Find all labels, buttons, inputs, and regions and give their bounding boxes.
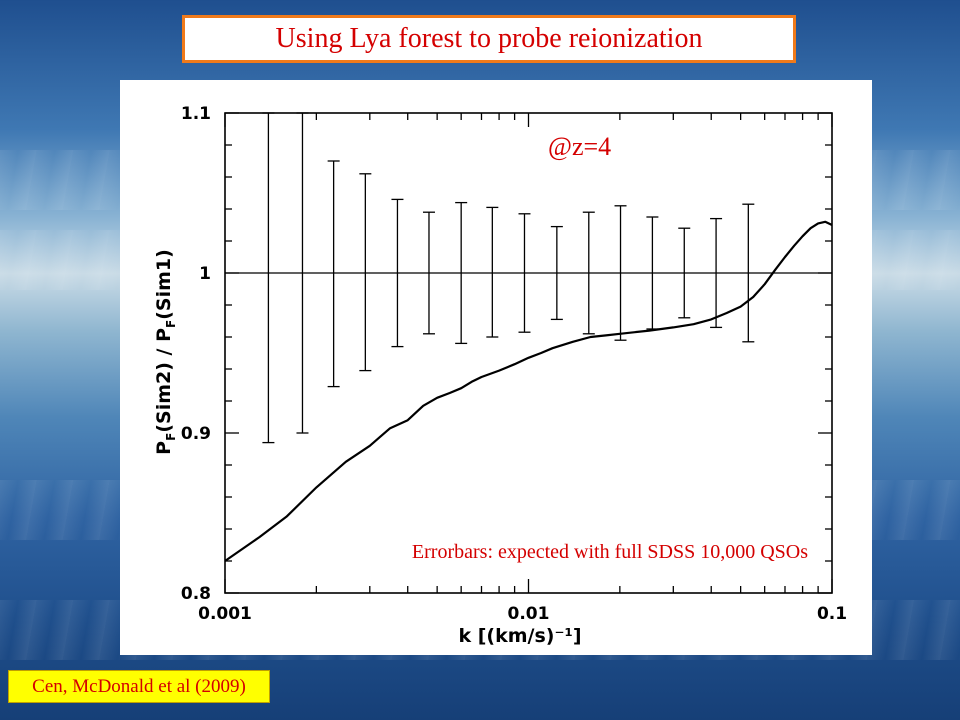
flux-power-ratio-chart: 0.001 0.01 0.1 0.8 0.9 1 1.1 k [(km/s)⁻¹] PF(S… [153,104,847,647]
citation-box: Cen, McDonald et al (2009) [8,670,270,703]
slide-title-box: Using Lya forest to probe reionization [182,15,796,63]
redshift-annotation: @z=4 [548,132,611,161]
errorbar [486,206,499,338]
errorbar [518,213,531,333]
x-tick-label: 0.001 [198,604,252,624]
ratio-series-line [224,220,833,562]
errorbar [455,201,468,345]
slide-title: Using Lya forest to probe reionization [275,23,703,54]
errorbar [327,160,340,388]
errorbar [742,203,755,343]
citation: Cen, McDonald et al (2009) [32,675,246,697]
errorbar [710,217,723,329]
errorbar [422,211,435,335]
y-tick-label: 0.9 [181,424,211,444]
errorbar [262,112,275,444]
y-axis-label: PF(Sim2) / PF(Sim1) [153,249,178,455]
y-tick-label: 1 [199,264,211,284]
x-tick-label: 0.01 [508,604,550,624]
chart-panel: 0.001 0.01 0.1 0.8 0.9 1 1.1 k [(km/s)⁻¹] PF(S… [120,80,872,655]
errorbar [614,205,627,341]
errorbar-annotation: Errorbars: expected with full SDSS 10,00… [412,541,808,563]
errorbar [678,227,691,319]
plot-frame [224,112,833,594]
errorbar [296,112,309,434]
y-tick-label: 0.8 [181,584,211,604]
errorbar [391,198,404,348]
errorbar [359,173,372,372]
x-axis-label: k [(km/s)⁻¹] [458,625,581,647]
errorbar [550,225,563,321]
x-tick-label: 0.1 [817,604,847,624]
y-tick-label: 1.1 [181,104,211,124]
errorbar [582,211,595,335]
